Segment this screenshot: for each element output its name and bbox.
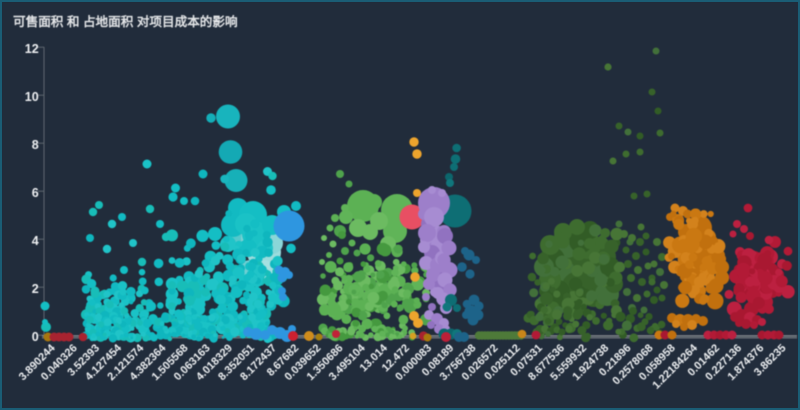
svg-text:10: 10 (25, 90, 39, 104)
svg-text:8: 8 (32, 138, 39, 152)
svg-text:12: 12 (25, 42, 39, 56)
svg-text:6: 6 (32, 186, 39, 200)
svg-text:2: 2 (32, 282, 39, 296)
svg-text:0: 0 (32, 330, 39, 344)
svg-text:4: 4 (32, 234, 39, 248)
